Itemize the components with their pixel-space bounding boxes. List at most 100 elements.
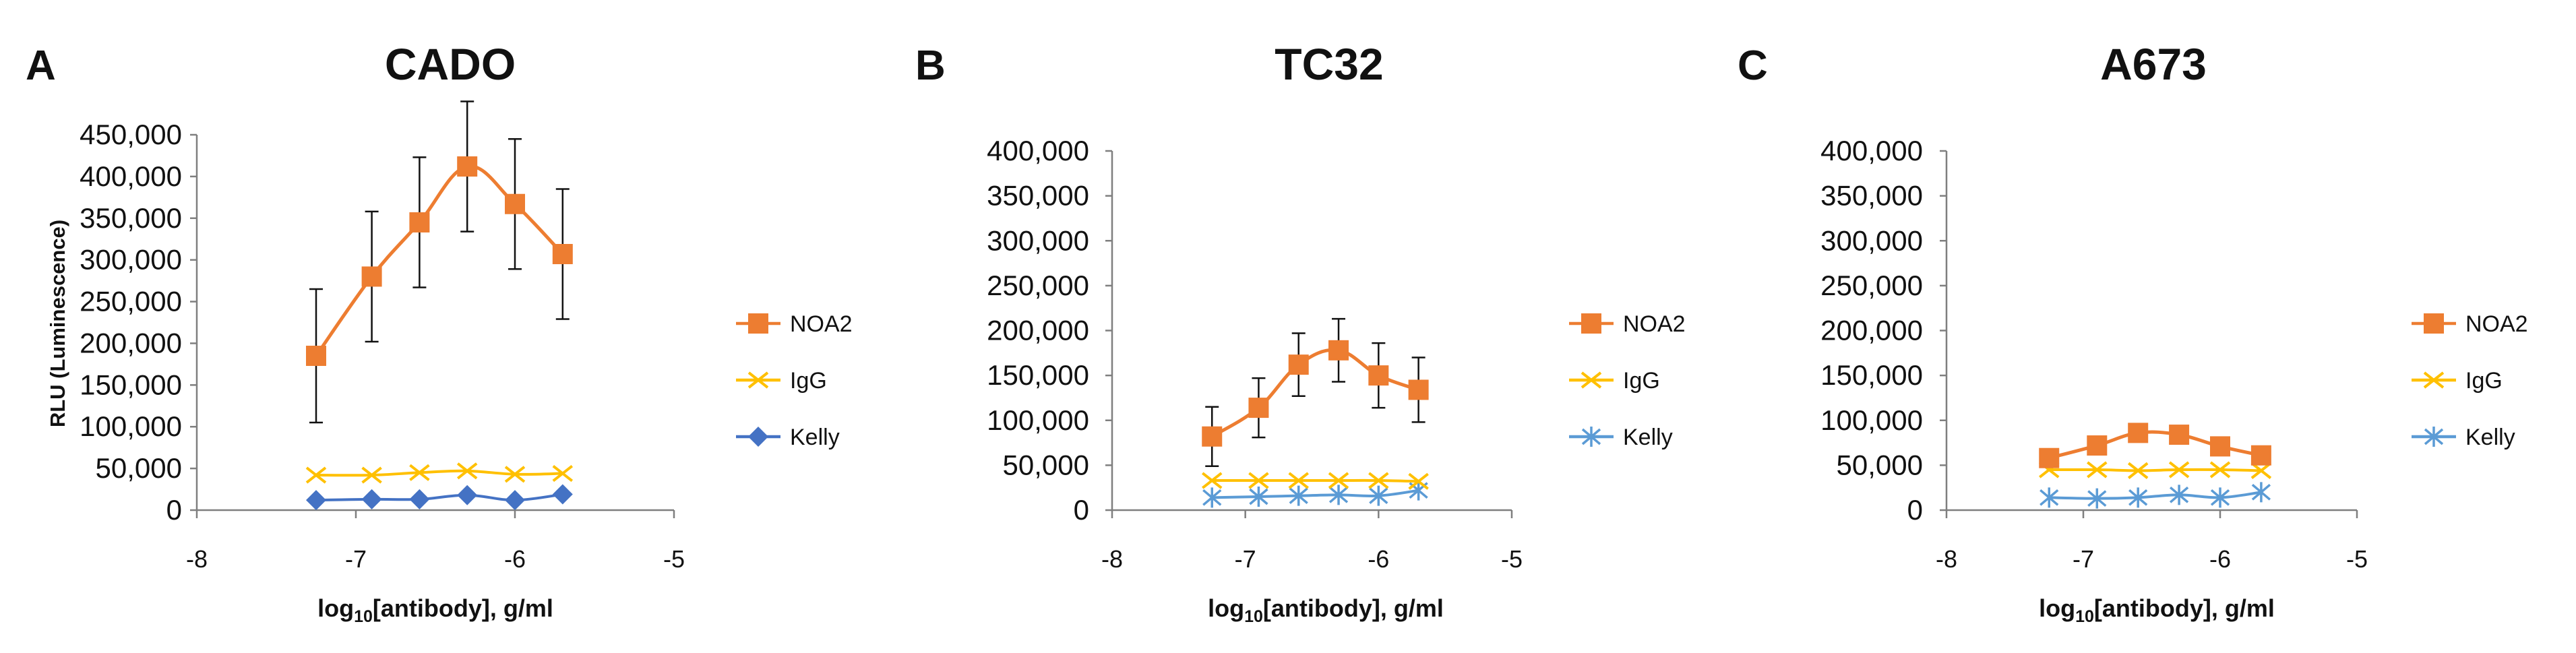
y-tick-label: 150,000	[1820, 359, 1923, 391]
panel-letter: B	[915, 42, 946, 89]
data-point	[305, 466, 327, 484]
y-tick-label: 100,000	[1820, 404, 1923, 436]
data-point	[1288, 472, 1309, 489]
data-point	[2209, 461, 2231, 478]
legend-marker	[2424, 427, 2444, 447]
data-point	[2127, 462, 2149, 479]
y-tick-label: 200,000	[80, 327, 182, 359]
series-noa2	[306, 100, 573, 424]
data-point	[2210, 487, 2230, 508]
data-point	[552, 484, 573, 505]
y-tick-label: 300,000	[1820, 224, 1923, 256]
data-point	[504, 466, 526, 483]
data-point	[457, 485, 478, 505]
data-point	[2128, 487, 2148, 508]
data-point	[2250, 445, 2271, 466]
legend-marker	[1581, 371, 1602, 389]
legend-label: NOA2	[790, 311, 853, 337]
y-tick-label: 0	[166, 494, 182, 526]
x-tick-label: -8	[1936, 545, 1957, 573]
data-point	[456, 462, 478, 480]
y-tick-label: 350,000	[1820, 180, 1923, 212]
y-tick-label: 0	[1907, 494, 1923, 526]
x-tick-label: -5	[2346, 545, 2368, 573]
x-axis-label: log10[antibody], g/ml	[317, 594, 553, 626]
series-kelly	[1202, 480, 1428, 508]
legend-marker	[2424, 313, 2444, 334]
legend-label: IgG	[1623, 368, 1660, 394]
x-tick-label: -7	[2073, 545, 2094, 573]
y-axis-label: RLU (Luminescence)	[46, 220, 69, 427]
data-point	[1202, 426, 1223, 447]
data-point	[2039, 447, 2060, 468]
legend-label: Kelly	[790, 425, 840, 450]
legend-label: NOA2	[1623, 311, 1686, 337]
y-tick-label: 50,000	[1003, 449, 1089, 480]
chart-title: CADO	[385, 39, 516, 89]
legend-marker	[1581, 313, 1601, 334]
y-tick-label: 150,000	[80, 369, 182, 400]
series-line	[315, 493, 563, 502]
series-igg	[2039, 461, 2272, 479]
data-point	[409, 464, 430, 481]
series-line	[2049, 491, 2262, 500]
series-line	[1212, 478, 1419, 483]
data-point	[409, 489, 430, 509]
x-tick-label: -5	[1501, 545, 1523, 573]
legend-item-igg: IgG	[1569, 368, 1660, 394]
data-point	[1369, 485, 1388, 506]
x-tick-label: -6	[1368, 545, 1389, 573]
data-point	[1248, 472, 1269, 489]
data-point	[1408, 379, 1429, 400]
y-tick-label: 100,000	[987, 404, 1089, 436]
legend-marker	[748, 427, 768, 447]
x-tick-label: -5	[663, 545, 685, 573]
data-point	[1202, 472, 1223, 489]
legend-label: NOA2	[2465, 311, 2528, 337]
y-tick-label: 50,000	[96, 452, 182, 484]
x-tick-label: -8	[1101, 545, 1123, 573]
x-tick-label: -7	[345, 545, 367, 573]
legend-label: Kelly	[1623, 425, 1673, 450]
data-point	[1288, 354, 1309, 375]
series-noa2	[2039, 423, 2271, 468]
data-point	[2087, 461, 2108, 478]
series-line	[314, 164, 564, 357]
data-point	[1368, 472, 1389, 489]
chart-title: TC32	[1275, 39, 1383, 89]
y-tick-label: 400,000	[1820, 135, 1923, 166]
y-tick-label: 400,000	[80, 160, 182, 192]
x-tick-label: -8	[186, 545, 208, 573]
data-point	[2128, 423, 2149, 443]
data-point	[552, 244, 573, 265]
legend-label: IgG	[2465, 368, 2503, 394]
chart-title: A673	[2100, 39, 2207, 89]
series-kelly	[306, 484, 573, 511]
data-point	[2251, 482, 2271, 503]
legend-item-noa2: NOA2	[736, 311, 853, 337]
panel-b: B TC32 0 50,000 100,000 150,000 200,000 250,000…	[915, 39, 1686, 626]
panel-a: A CADO 0 50,000 100,000 150,000 200,000 250,000…	[26, 39, 853, 626]
data-point	[2210, 436, 2230, 457]
y-tick-label: 300,000	[987, 224, 1089, 256]
series-line	[1212, 489, 1419, 499]
data-point	[505, 193, 525, 214]
series-line	[2049, 468, 2261, 472]
data-point	[2169, 485, 2189, 505]
panel-letter: C	[1738, 42, 1768, 89]
data-point	[2250, 462, 2272, 479]
y-tick-label: 50,000	[1837, 449, 1923, 480]
data-point	[2087, 435, 2108, 456]
data-point	[1328, 485, 1349, 505]
data-point	[2168, 461, 2190, 478]
data-point	[1289, 485, 1308, 506]
y-tick-label: 300,000	[80, 244, 182, 276]
legend-item-noa2: NOA2	[2412, 311, 2528, 337]
data-point	[1368, 365, 1389, 386]
data-point	[552, 464, 574, 483]
legend-marker	[1581, 427, 1601, 447]
data-point	[306, 346, 326, 367]
legend-item-kelly: Kelly	[736, 425, 840, 450]
panel-letter: A	[26, 42, 56, 89]
series-line	[315, 469, 563, 477]
